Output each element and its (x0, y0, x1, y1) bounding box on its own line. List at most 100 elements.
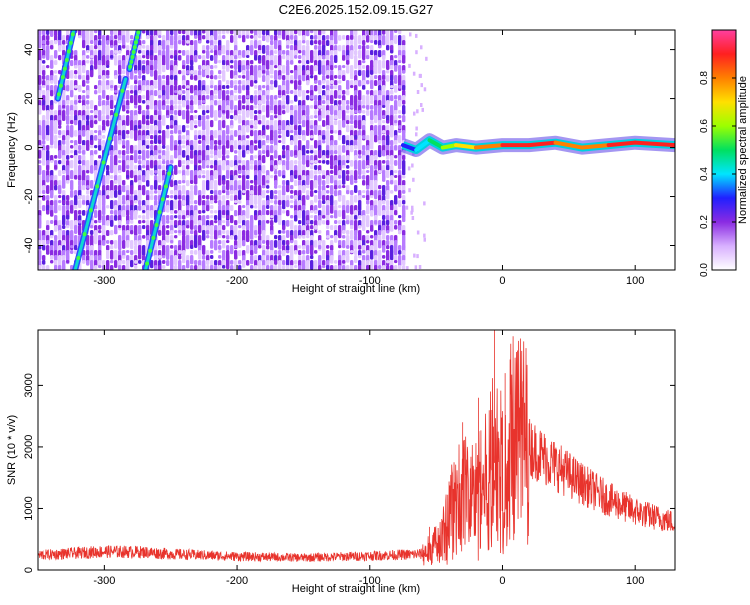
heatmap-cell (194, 225, 198, 231)
heatmap-cell (214, 265, 218, 270)
heatmap-cell (390, 190, 394, 194)
heatmap-cell (90, 165, 94, 172)
heatmap-cell (394, 160, 398, 166)
heatmap-cell (258, 45, 262, 51)
heatmap-cell (286, 65, 290, 72)
heatmap-cell (282, 145, 286, 150)
heatmap-cell (282, 260, 286, 266)
heatmap-cell (378, 260, 382, 266)
heatmap-cell (78, 60, 82, 67)
heatmap-center-line (400, 133, 675, 157)
heatmap-cell (210, 225, 214, 236)
heatmap-cell (322, 265, 326, 269)
heatmap-cell (302, 150, 306, 157)
heatmap-cell (274, 60, 278, 66)
heatmap-cell (146, 210, 150, 220)
center-line-segment (427, 138, 445, 150)
heatmap-cell (90, 60, 94, 65)
heatmap-cell (398, 160, 402, 170)
heatmap-cell (94, 220, 98, 224)
heatmap-cell (170, 190, 174, 195)
heatmap-cell (198, 215, 202, 222)
heatmap-cell (70, 155, 74, 159)
heatmap-cell (142, 40, 146, 45)
heatmap-cell (214, 195, 218, 201)
heatmap-cell (362, 110, 366, 114)
heatmap-cell (98, 230, 102, 234)
heatmap-cell (370, 220, 374, 227)
heatmap-cell (114, 190, 118, 198)
chart-title: C2E6.2025.152.09.15.G27 (279, 2, 434, 17)
heatmap-cell (186, 160, 190, 166)
heatmap-cell (86, 80, 90, 84)
heatmap-cell (342, 75, 346, 81)
heatmap-cell (74, 240, 78, 247)
heatmap-cell (142, 70, 146, 74)
heatmap-cell (170, 45, 174, 49)
heatmap-cell (250, 30, 254, 34)
heatmap-cell (282, 170, 286, 177)
heatmap-cell (374, 235, 378, 242)
heatmap-cell (382, 120, 386, 124)
heatmap-cell (286, 240, 290, 246)
heatmap-cell (342, 35, 346, 40)
heatmap-cell (306, 125, 310, 136)
heatmap-cell (266, 60, 270, 70)
heatmap-cell (411, 163, 414, 168)
heatmap-cell (346, 120, 350, 125)
heatmap-cell (350, 170, 354, 176)
heatmap-cell (326, 190, 330, 194)
heatmap-cell (42, 105, 46, 111)
heatmap-cell (126, 100, 130, 106)
heatmap-cell (226, 55, 230, 62)
heatmap-cell (138, 95, 142, 104)
heatmap-cell (222, 215, 226, 219)
heatmap-cell (370, 70, 374, 75)
heatmap-cell (298, 200, 302, 207)
heatmap-cell (322, 95, 326, 100)
heatmap-cell (78, 200, 82, 209)
heatmap-cell (306, 245, 310, 255)
heatmap-cell (38, 80, 42, 84)
heatmap-cell (302, 245, 306, 250)
heatmap-cell (286, 60, 290, 66)
heatmap-cell (346, 250, 350, 256)
heatmap-cell (218, 75, 222, 79)
snr-plot-area (38, 330, 675, 570)
heatmap-cell (230, 35, 234, 43)
heatmap-cell (218, 255, 222, 259)
heatmap-cell (290, 90, 294, 94)
heatmap-cell (402, 155, 406, 161)
heatmap-cell (190, 105, 194, 111)
heatmap-cell (270, 115, 274, 121)
heatmap-cell (262, 45, 266, 54)
heatmap-cell (210, 155, 214, 159)
heatmap-cell (258, 120, 262, 125)
heatmap-cell (338, 240, 342, 247)
heatmap-cell (126, 165, 130, 169)
heatmap-cell (214, 30, 218, 41)
heatmap-cell (322, 85, 326, 89)
heatmap-cell (238, 200, 242, 204)
heatmap-cell (262, 105, 266, 113)
heatmap-cell (202, 125, 206, 131)
heatmap-cell (182, 190, 186, 194)
heatmap-cell (326, 125, 330, 130)
heatmap-cell (138, 160, 142, 165)
heatmap-cell (74, 115, 78, 122)
heatmap-cell (266, 35, 270, 43)
heatmap-cell (342, 70, 346, 77)
heatmap-cell (50, 30, 54, 37)
heatmap-cell (310, 55, 314, 63)
heatmap-cell (226, 135, 230, 141)
heatmap-cell (302, 190, 306, 194)
heatmap-cell (178, 195, 182, 200)
heatmap-cell (306, 80, 310, 86)
heatmap-cell (290, 120, 294, 125)
heatmap-cell (354, 255, 358, 263)
heatmap-cell (190, 250, 194, 255)
heatmap-cell (398, 250, 402, 255)
heatmap-cell (190, 180, 194, 184)
heatmap-cell (62, 240, 66, 246)
